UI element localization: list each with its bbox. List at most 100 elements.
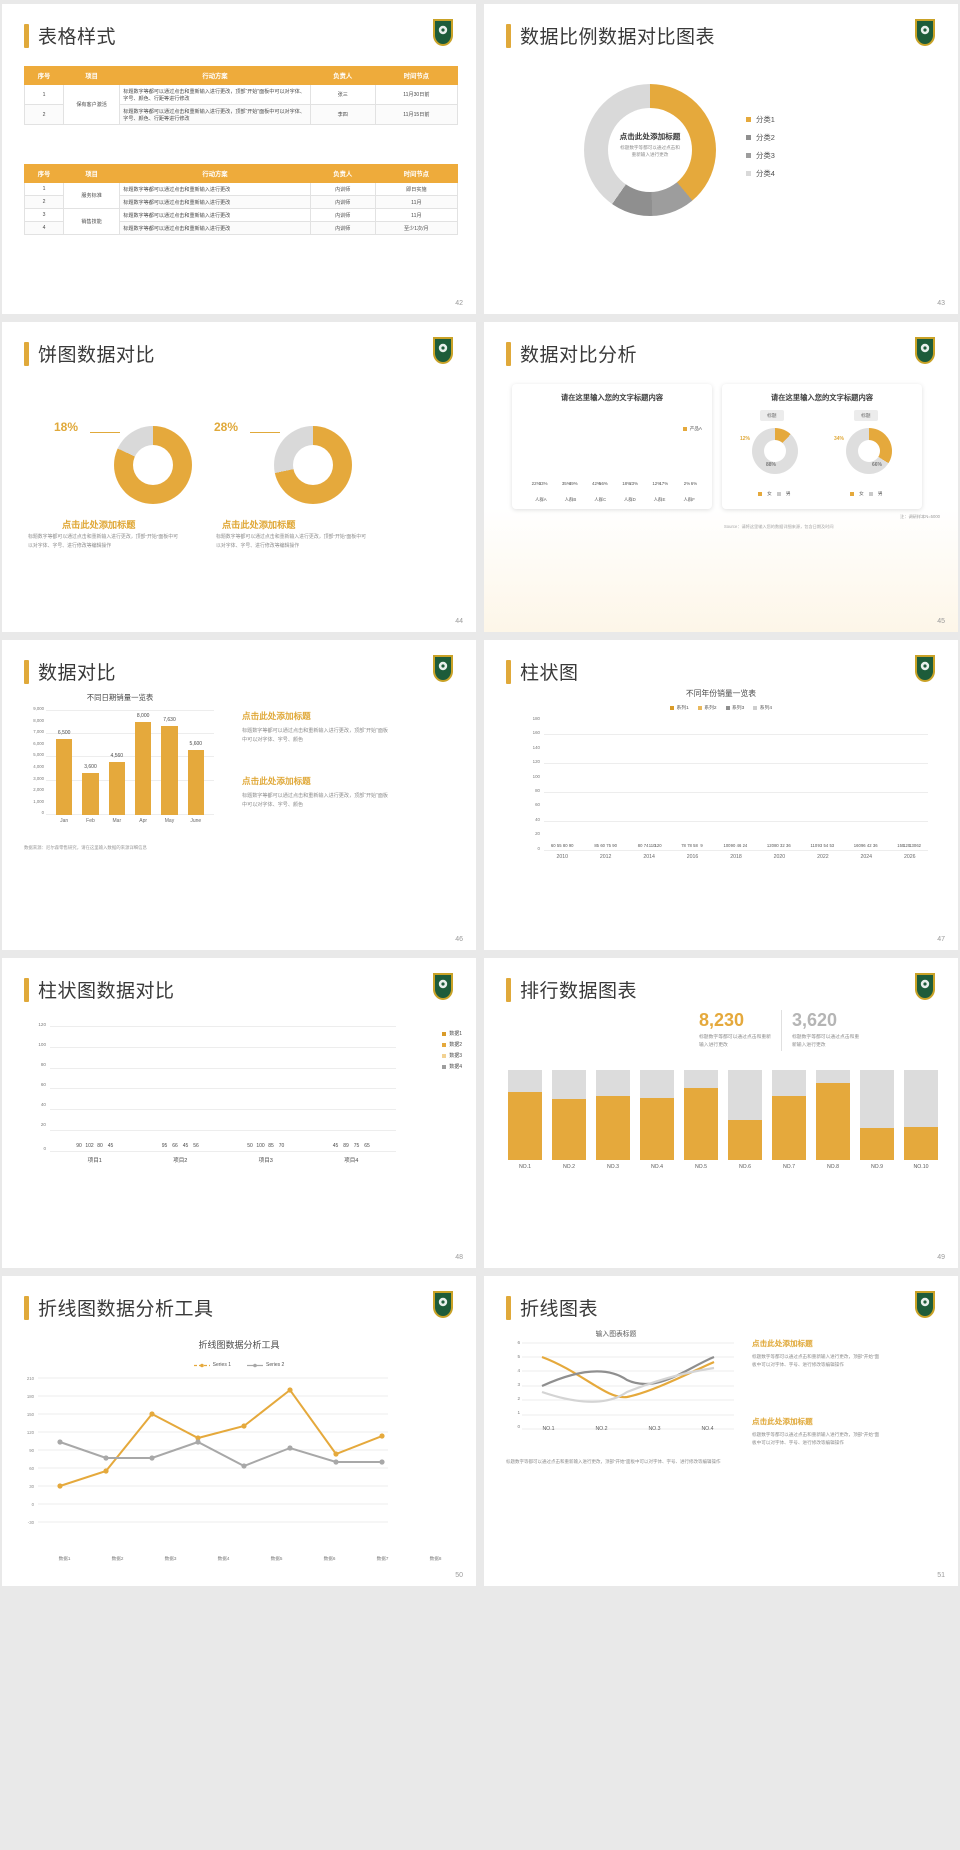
text-block-1: 点击此处添加标题 标题数字等都可以通过点击和重新输入进行更改，顶部“开始”面板中… bbox=[242, 710, 390, 745]
slide-42[interactable]: 表格样式 序号 项目 行动方案 负责人 时间节点 1 保有客户激活 标题数字等都… bbox=[2, 4, 476, 314]
slide-45[interactable]: 数据对比分析 请在这里输入您的文字标题内容 产品A 22% 33% 35% 49% … bbox=[484, 322, 958, 632]
donut-comparison-card[interactable]: 请在这里输入您的文字标题内容 标题 标题 12% 88% 34% 66% 女 男… bbox=[722, 384, 922, 509]
th-owner: 负责人 bbox=[309, 164, 376, 183]
mini-donut-2-outer-value: 66% bbox=[872, 462, 883, 468]
donut-hole bbox=[764, 440, 786, 462]
page-title: 表格样式 bbox=[38, 27, 117, 48]
y-tick: 210 bbox=[26, 1376, 34, 1381]
accent-bar bbox=[24, 341, 29, 366]
slide-46-header: 数据对比 bbox=[24, 658, 116, 685]
stat-2: 3,620 标题数字等都可以通过点击和重新输入进行更改 bbox=[781, 1010, 873, 1051]
cell-owner: 内训师 bbox=[309, 195, 376, 209]
ranking-bar-chart[interactable] bbox=[508, 1070, 938, 1160]
legend-swatch-icon bbox=[746, 117, 751, 122]
grouped-bar-chart[interactable]: 180 160 140 120 100 80 60 40 20 0 60 55 80… bbox=[533, 716, 928, 851]
legend-item: 数据1 bbox=[442, 1030, 462, 1037]
slide-43[interactable]: 数据比例数据对比图表 点击此处添加标题 标题数字等都可以通过点击和 重新输入进行… bbox=[484, 4, 958, 314]
legend-swatch-icon bbox=[442, 1042, 447, 1047]
crest-logo-icon bbox=[433, 655, 453, 682]
action-plan-table-1[interactable]: 序号 项目 行动方案 负责人 时间节点 1 保有客户激活 标题数字等都可以通过点… bbox=[24, 66, 459, 125]
slide-49[interactable]: 排行数据图表 8,230 标题数字等都可以通过点击和重新输入进行更改 3,620… bbox=[484, 958, 958, 1268]
block-body: 标题数字等都可以通过点击和重新输入进行更改，顶部“开始”面板中可以对字体、字号、… bbox=[752, 1432, 880, 1446]
th-no: 序号 bbox=[24, 164, 64, 183]
bar-label: 8,000 bbox=[136, 712, 150, 719]
donut-legend[interactable]: 分类1 分类2 分类3 分类4 bbox=[746, 114, 775, 186]
table-row[interactable]: 4 标题数字等都可以通过点击和重新输入进行更改 内训师 至少1次/月 bbox=[24, 221, 459, 235]
legend-item: 系列3 bbox=[725, 704, 744, 711]
y-tick: 120 bbox=[26, 1430, 34, 1435]
mini-donut-1[interactable] bbox=[752, 428, 798, 474]
slide-50[interactable]: 折线图数据分析工具 折线图数据分析工具 Series 1 Series 2 21… bbox=[2, 1276, 476, 1586]
caption-body-1: 标题数字等都可以通过点击和重新输入进行更改，顶部“开始”面板中可以对字体、字号、… bbox=[28, 535, 178, 549]
y-tick: 180 bbox=[26, 1394, 34, 1399]
slide-48[interactable]: 柱状图数据对比 120 100 80 60 40 20 0 90 102 80 45 … bbox=[2, 958, 476, 1268]
legend-swatch-icon bbox=[669, 705, 674, 710]
legend-group-1[interactable]: 女 男 bbox=[758, 490, 791, 497]
slide-45-header: 数据对比分析 bbox=[506, 340, 637, 367]
block-heading: 点击此处添加标题 bbox=[242, 711, 311, 721]
rank-bar bbox=[904, 1070, 938, 1160]
table-row[interactable]: 1 服务标准 标题数字等都可以通过点击和重新输入进行更改 内训师 即日实施 bbox=[24, 182, 459, 209]
table-row[interactable]: 2 标题数字等都可以通过点击和重新输入进行更改，顶部“开始”面板中可以对字体、字… bbox=[24, 104, 459, 125]
bar: 6,500 bbox=[56, 730, 73, 815]
rank-bar bbox=[640, 1070, 674, 1160]
bar-label: 7,630 bbox=[163, 716, 176, 723]
legend-item: 分类3 bbox=[746, 150, 775, 161]
rank-bar bbox=[552, 1070, 586, 1160]
slide-grid: 表格样式 序号 项目 行动方案 负责人 时间节点 1 保有客户激活 标题数字等都… bbox=[2, 4, 958, 1586]
slide-42-header: 表格样式 bbox=[24, 22, 116, 49]
chart-legend[interactable]: 系列1 系列2 系列3 系列4 bbox=[484, 704, 958, 711]
action-plan-table-2[interactable]: 序号 项目 行动方案 负责人 时间节点 1 服务标准 标题数字等都可以通过点击和… bbox=[24, 164, 459, 235]
page-number: 47 bbox=[937, 936, 945, 943]
y-tick: 0 bbox=[517, 1424, 520, 1429]
cell-owner: 张三 bbox=[309, 84, 376, 105]
legend-swatch-icon bbox=[753, 705, 758, 710]
y-tick: 120 bbox=[532, 759, 540, 765]
line-chart[interactable] bbox=[38, 1376, 388, 1528]
rank-bar bbox=[596, 1070, 630, 1160]
grouped-bar-chart[interactable]: 120 100 80 60 40 20 0 90 102 80 45 95 66 45 56… bbox=[38, 1022, 396, 1152]
chart-legend[interactable]: 产品A bbox=[682, 426, 702, 432]
slide-47[interactable]: 柱状图 不同年份销量一览表 系列1 系列2 系列3 系列4 180 160 14… bbox=[484, 640, 958, 950]
x-tick: 人群C bbox=[594, 497, 607, 502]
x-tick: NO.5 bbox=[694, 1164, 708, 1170]
legend-swatch-icon bbox=[850, 491, 854, 496]
mini-donut-2[interactable] bbox=[846, 428, 892, 474]
legend-group-2[interactable]: 女 男 bbox=[850, 490, 883, 497]
legend-swatch-icon bbox=[442, 1064, 447, 1069]
legend-swatch-icon bbox=[442, 1053, 447, 1058]
page-number: 43 bbox=[937, 300, 945, 307]
donut-center-sub: 标题数字等都可以通过点击和 重新输入进行更改 bbox=[620, 145, 680, 158]
line-chart[interactable] bbox=[522, 1342, 734, 1430]
x-tick: Jan bbox=[60, 818, 69, 824]
th-time: 时间节点 bbox=[374, 164, 459, 183]
bar-chart[interactable]: 9,000 8,000 7,000 6,000 5,000 4,000 3,00… bbox=[33, 706, 214, 815]
table-row[interactable]: 1 保有客户激活 标题数字等都可以通过点击和重新输入进行更改，顶部“开始”面板中… bbox=[24, 84, 459, 125]
donut-chart-1[interactable] bbox=[114, 426, 192, 504]
table-row[interactable]: 3 销售技能 标题数字等都可以通过点击和重新输入进行更改 内训师 11月 bbox=[24, 208, 459, 235]
x-tick: Feb bbox=[86, 818, 95, 824]
x-tick: 数据1 bbox=[58, 1556, 71, 1561]
donut-chart[interactable]: 点击此处添加标题 标题数字等都可以通过点击和 重新输入进行更改 bbox=[584, 84, 716, 216]
card-title: 请在这里输入您的文字标题内容 bbox=[560, 393, 664, 402]
cell-no: 4 bbox=[24, 221, 64, 235]
bar-label: 12% bbox=[652, 481, 662, 486]
crest-logo-icon bbox=[915, 973, 935, 1000]
chart-legend[interactable]: 数据1 数据2 数据3 数据4 bbox=[442, 1030, 462, 1074]
slide-46[interactable]: 数据对比 不同日期销量一览表 9,000 8,000 7,000 6,000 5… bbox=[2, 640, 476, 950]
donut-chart-2[interactable] bbox=[274, 426, 352, 504]
bar-label: 18% bbox=[622, 481, 631, 486]
th-time: 时间节点 bbox=[374, 66, 459, 85]
bar-label: 23% bbox=[629, 481, 638, 486]
x-tick: NO.6 bbox=[738, 1164, 752, 1170]
chart-legend[interactable]: Series 1 Series 2 bbox=[2, 1362, 476, 1368]
legend-item: 分类2 bbox=[746, 132, 775, 143]
x-tick: 人群F bbox=[683, 497, 695, 502]
slide-44[interactable]: 饼图数据对比 18% 点击此处添加标题 标题数字等都可以通过点击和重新输入进行更… bbox=[2, 322, 476, 632]
slide-51[interactable]: 折线图表 输入图表标题 6 5 4 3 2 1 0 NO.1 NO.2 NO.3… bbox=[484, 1276, 958, 1586]
cell-plan: 标题数字等都可以通过点击和重新输入进行更改 bbox=[119, 208, 311, 222]
bar-chart-card[interactable]: 请在这里输入您的文字标题内容 产品A 22% 33% 35% 49% 42% 56% … bbox=[512, 384, 712, 509]
legend-swatch-icon bbox=[758, 491, 762, 496]
y-tick: -30 bbox=[27, 1520, 34, 1525]
chart-title: 折线图数据分析工具 bbox=[198, 1340, 280, 1350]
